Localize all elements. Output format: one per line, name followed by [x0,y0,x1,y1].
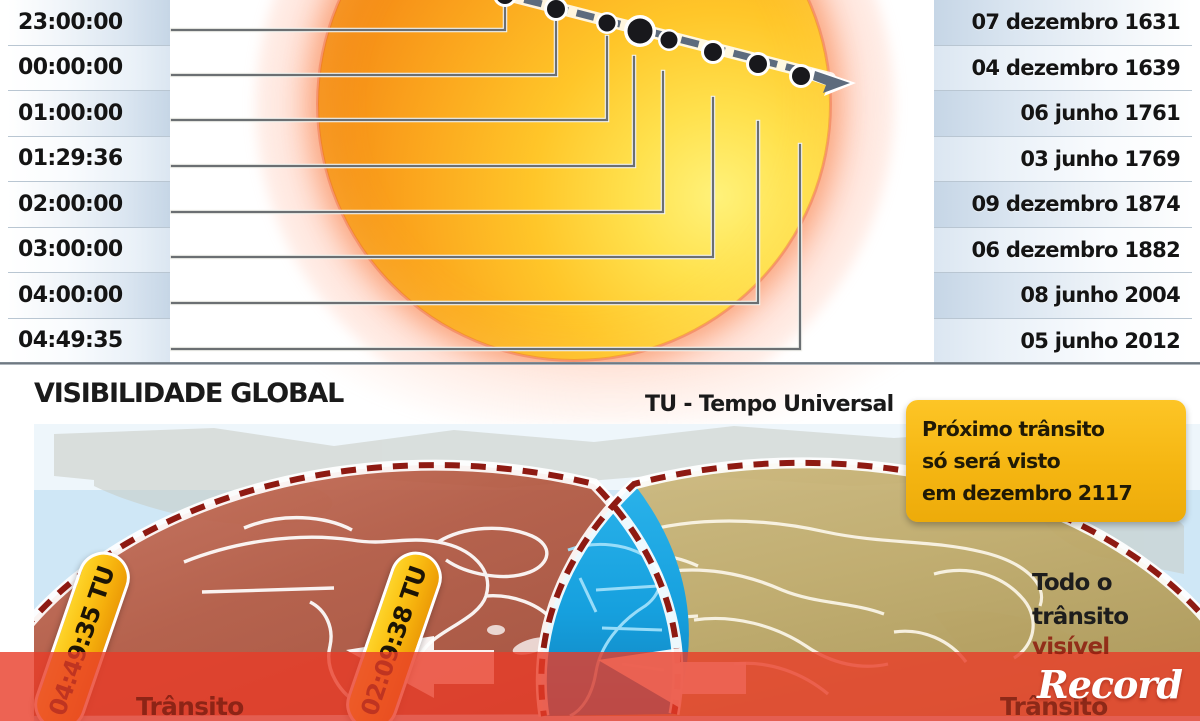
date-value: 06 dezembro 1882 [971,237,1180,262]
full-visibility-label: Todo o trânsito [1032,566,1129,634]
table-row: 07 dezembro 1631 [934,0,1192,46]
transito-label-east: Trânsito [1000,692,1108,721]
venus-dot-icon [494,0,813,88]
time-value: 01:00:00 [18,100,123,126]
table-row: 06 junho 1761 [934,91,1192,137]
date-value: 05 junho 2012 [1020,328,1180,353]
time-value: 01:29:36 [18,146,123,172]
table-row: 01:29:36 [8,136,170,182]
time-value: 02:00:00 [18,191,123,217]
full-visibility-line-2: trânsito [1032,604,1129,630]
full-visibility-line-1: Todo o [1032,570,1113,596]
table-row: 04:00:00 [8,273,170,319]
table-row: 23:00:00 [8,0,170,46]
date-value: 07 dezembro 1631 [971,10,1180,35]
sun-glow-bleed [300,365,920,425]
transit-times-table: 23:00:00 00:00:00 01:00:00 01:29:36 02:0… [8,0,170,364]
venus-transit-path [494,0,856,96]
table-row: 05 junho 2012 [934,318,1192,364]
table-row: 01:00:00 [8,91,170,137]
transito-label-west: Trânsito [136,692,244,721]
date-value: 04 dezembro 1639 [971,55,1180,80]
time-value: 00:00:00 [18,55,123,81]
transit-diagram-panel: 23:00:00 00:00:00 01:00:00 01:29:36 02:0… [8,0,1192,364]
full-visibility-line-3: visível [1032,634,1110,660]
date-value: 08 junho 2004 [1020,283,1180,308]
time-value: 04:49:35 [18,328,123,354]
date-value: 09 dezembro 1874 [971,192,1180,217]
table-row: 00:00:00 [8,45,170,91]
date-value: 06 junho 1761 [1020,101,1180,126]
time-value: 23:00:00 [18,9,123,35]
callout-line-2: só será visto [922,449,1061,473]
bottom-red-banner [0,652,1200,721]
tu-legend: TU - Tempo Universal [645,392,894,417]
table-row: 04 dezembro 1639 [934,45,1192,91]
table-row: 08 junho 2004 [934,273,1192,319]
next-transit-callout: Próximo trânsito só será visto em dezemb… [906,400,1186,522]
panel-divider [0,362,1200,365]
table-row: 03:00:00 [8,227,170,273]
table-row: 03 junho 1769 [934,136,1192,182]
callout-line-1: Próximo trânsito [922,417,1105,441]
date-value: 03 junho 1769 [1020,146,1180,171]
page-title: VISIBILIDADE GLOBAL [34,378,344,409]
table-row: 02:00:00 [8,182,170,228]
table-row: 06 dezembro 1882 [934,227,1192,273]
arrow-right-icon [810,68,856,96]
table-row: 04:49:35 [8,318,170,364]
leader-lines [169,0,803,352]
historic-transits-table: 07 dezembro 1631 04 dezembro 1639 06 jun… [934,0,1192,364]
callout-line-3: em dezembro 2117 [922,481,1133,505]
record-logo: Record [1037,662,1183,707]
time-value: 03:00:00 [18,237,123,263]
time-value: 04:00:00 [18,282,123,308]
table-row: 09 dezembro 1874 [934,182,1192,228]
